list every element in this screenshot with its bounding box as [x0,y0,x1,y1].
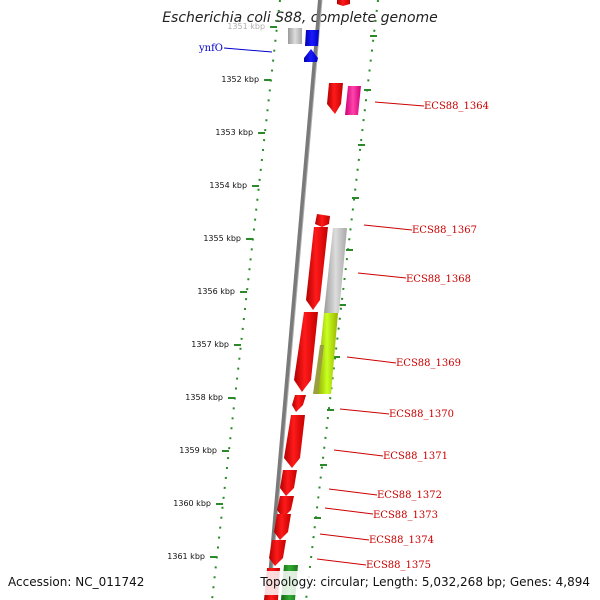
gene-label-ecs88-1369[interactable]: ECS88_1369 [396,358,461,369]
genome-backbone-highlight [269,0,323,600]
gene-feature-ecs88-1368-red [294,312,318,392]
gene-feature-ecs88-1365 [315,214,330,227]
gene-feature-ecs88-1373 [277,496,294,518]
map-title: Escherichia coli S88, complete genome [162,10,438,26]
gene-feature-ecs88-1363 [327,83,343,114]
kbp-tick-label: 1358 kbp [185,393,223,402]
gene-feature-ynfO-arrow [304,49,318,62]
kbp-tick-label: 1359 kbp [179,446,217,455]
gene-labels: ynfO ECS88_1364 ECS88_1367 ECS88_1368 EC… [198,43,489,571]
kbp-tick-label: 1354 kbp [209,181,247,190]
gene-label-ecs88-1364[interactable]: ECS88_1364 [424,101,489,112]
kbp-tick-label: 1356 kbp [197,287,235,296]
gene-feature-gray [288,28,302,44]
kbp-tick-label: 1352 kbp [221,75,259,84]
gene-feature-ecs88-1364 [345,86,361,115]
gene-label-ecs88-1370[interactable]: ECS88_1370 [389,409,454,420]
kbp-tick-label: 1357 kbp [191,340,229,349]
gene-label-ecs88-1372[interactable]: ECS88_1372 [377,490,442,501]
accession-text: Accession: NC_011742 [8,575,144,589]
gene-feature-ecs88-1371 [284,415,305,468]
gene-label-ynfO[interactable]: ynfO [198,43,223,54]
kbp-tick-label: 1351 kbp [227,22,265,31]
topology-backdrop [256,571,600,595]
kbp-tick-label: 1361 kbp [167,552,205,561]
gene-feature-top-red [337,0,350,6]
kbp-tick-label: 1360 kbp [173,499,211,508]
topology-text: Topology: circular; Length: 5,032,268 bp… [259,575,590,589]
kbp-tick-label: 1353 kbp [215,128,253,137]
kbp-ruler-track [211,0,281,600]
gene-label-ecs88-1374[interactable]: ECS88_1374 [369,535,434,546]
gene-feature-ecs88-1369b [313,345,324,394]
gene-feature-ecs88-1375 [269,540,286,566]
feature-track-right [305,0,379,600]
gene-label-ecs88-1368[interactable]: ECS88_1368 [406,274,471,285]
gene-label-ecs88-1371[interactable]: ECS88_1371 [383,451,448,462]
gene-feature-ecs88-1372 [280,470,297,496]
gene-label-ecs88-1367[interactable]: ECS88_1367 [412,225,477,236]
kbp-tick-label: 1355 kbp [203,234,241,243]
gene-feature-ecs88-1367 [306,227,328,310]
gene-feature-ecs88-1369a [316,313,338,394]
gene-feature-ecs88-1368 [324,228,347,313]
gene-label-ecs88-1375[interactable]: ECS88_1375 [366,560,431,571]
gene-feature-ynfO [305,30,319,46]
gene-label-ecs88-1373[interactable]: ECS88_1373 [373,510,438,521]
genome-backbone [266,0,322,600]
gene-feature-ecs88-1374 [274,514,291,540]
gene-feature-ecs88-1370 [292,395,306,412]
gene-label-leaders [223,47,425,566]
kbp-ticks: 1351 kbp 1352 kbp 1353 kbp 1354 kbp 1355 kbp… [167,22,278,561]
right-track-dashes [314,35,377,519]
